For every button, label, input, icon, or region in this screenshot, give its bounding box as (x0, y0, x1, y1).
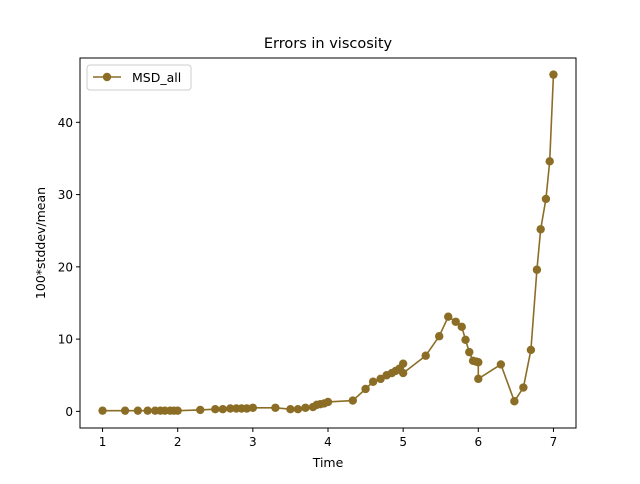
data-point (536, 225, 545, 234)
data-point (211, 405, 220, 414)
y-tick-label: 40 (58, 116, 73, 130)
data-point (532, 265, 542, 274)
data-point (519, 383, 528, 392)
data-point (218, 405, 227, 414)
x-tick-label: 2 (174, 435, 182, 449)
data-point (444, 312, 453, 321)
data-point (549, 70, 558, 79)
data-point (98, 406, 107, 415)
data-point (541, 194, 551, 204)
data-point (457, 322, 466, 332)
data-point (323, 397, 333, 407)
x-tick-label: 6 (474, 435, 482, 449)
data-point (526, 345, 536, 355)
data-point (196, 405, 205, 415)
data-point (435, 332, 444, 341)
x-tick-label: 3 (249, 435, 257, 449)
data-point (368, 377, 378, 386)
series-layer (98, 70, 558, 415)
data-point (143, 406, 152, 415)
data-point (361, 384, 370, 394)
x-tick-label: 1 (99, 435, 107, 449)
legend-box (86, 64, 192, 91)
legend-swatch-marker (102, 72, 112, 82)
x-tick-label: 4 (324, 435, 332, 449)
axes-frame (79, 57, 577, 429)
data-point (226, 404, 235, 413)
x-tick-label: 7 (550, 435, 558, 449)
data-point (545, 157, 554, 166)
data-point (465, 347, 474, 357)
legend-label: MSD_all (132, 70, 181, 85)
data-point (173, 406, 182, 415)
data-point (398, 368, 408, 378)
data-point (474, 374, 483, 384)
legend: MSD_all (86, 64, 192, 91)
chart-title: Errors in viscosity (264, 36, 393, 52)
data-point (133, 406, 143, 415)
data-point (461, 335, 470, 345)
data-point (271, 403, 280, 412)
data-point (301, 403, 310, 412)
data-point (510, 397, 519, 406)
x-tick-label: 5 (399, 435, 407, 449)
data-point (286, 405, 295, 414)
y-tick-label: 0 (65, 405, 73, 419)
axis-ticks: 1 2 3 4 5 6 7 0 10 20 30 40 (58, 116, 558, 449)
y-tick-label: 20 (58, 260, 73, 274)
data-point (421, 351, 430, 360)
y-tick-label: 10 (58, 333, 73, 347)
data-point (496, 360, 506, 369)
x-axis-label: Time (312, 455, 344, 470)
data-point (451, 317, 460, 326)
data-point (398, 359, 408, 368)
data-point (248, 403, 258, 412)
data-point (293, 405, 303, 414)
y-axis-label: 100*stddev/mean (33, 187, 48, 299)
data-point (474, 358, 483, 367)
data-point (348, 396, 357, 405)
data-point (120, 406, 130, 415)
y-tick-label: 30 (58, 188, 73, 202)
